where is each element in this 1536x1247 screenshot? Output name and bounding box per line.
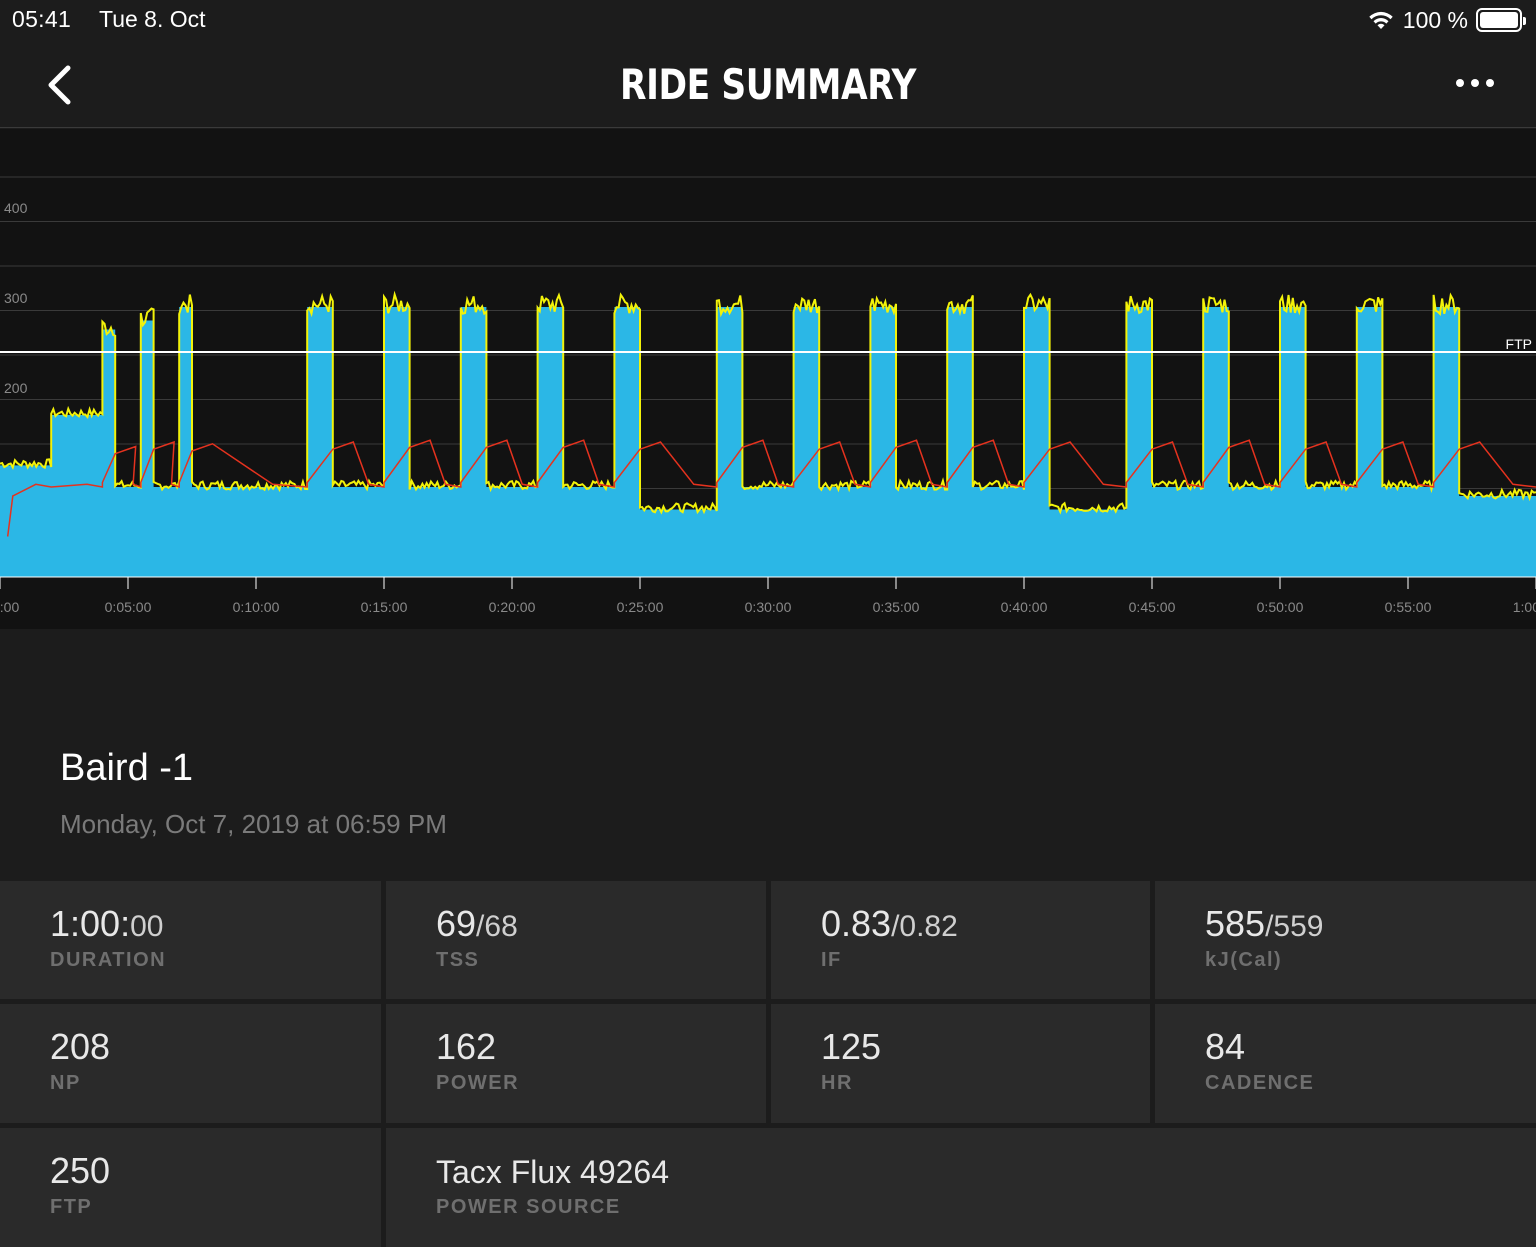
x-tick-label: 0:25:00: [617, 599, 664, 615]
stat-cadence: 84 CADENCE: [1155, 1004, 1536, 1123]
ride-date: Monday, Oct 7, 2019 at 06:59 PM: [60, 809, 447, 839]
status-date: Tue 8. Oct: [99, 6, 206, 32]
stat-value: 0.83/0.82: [821, 903, 958, 944]
status-bar: 05:41 Tue 8. Oct 100 %: [0, 0, 1536, 44]
y-tick-label: 400: [4, 200, 28, 216]
stat-label: IF: [821, 949, 842, 971]
stat-label: POWER SOURCE: [436, 1196, 621, 1218]
x-tick-label: 0:40:00: [1001, 599, 1048, 615]
stat-label: NP: [50, 1072, 81, 1094]
stat-value: 1:00:00: [50, 903, 164, 944]
stat-kj: 585/559 kJ(Cal): [1155, 881, 1536, 999]
stat-tss: 69/68 TSS: [386, 881, 766, 999]
navigation-bar: RIDE SUMMARY: [0, 44, 1536, 128]
x-tick-label: 1:00: [1513, 599, 1536, 615]
stat-value: 208: [50, 1026, 111, 1067]
ride-name: Baird -1: [60, 747, 194, 789]
ftp-label: FTP: [1506, 336, 1532, 352]
stat-label: POWER: [436, 1072, 520, 1094]
stat-label: HR: [821, 1072, 853, 1094]
stat-if: 0.83/0.82 IF: [771, 881, 1150, 999]
x-tick-label: 0:50:00: [1257, 599, 1304, 615]
more-options-button[interactable]: [1452, 68, 1498, 98]
battery-icon: [1476, 8, 1526, 32]
stat-label: FTP: [50, 1196, 93, 1218]
x-tick-label: 0:35:00: [873, 599, 920, 615]
y-tick-label: 200: [4, 380, 28, 396]
status-indicators: 100 %: [1367, 6, 1526, 34]
heart-rate-line: [6, 439, 1536, 537]
back-button[interactable]: [38, 62, 84, 108]
stat-ftp: 250 FTP: [0, 1128, 381, 1247]
status-time: 05:41: [12, 6, 72, 32]
x-tick-label: 0:10:00: [233, 599, 280, 615]
stat-value: 125: [821, 1026, 882, 1067]
wifi-icon: [1369, 11, 1393, 29]
stat-np: 208 NP: [0, 1004, 381, 1123]
ellipsis-icon: [1456, 79, 1464, 87]
x-tick-label: 0:45:00: [1129, 599, 1176, 615]
stat-duration: 1:00:00 DURATION: [0, 881, 381, 999]
stat-hr: 125 HR: [771, 1004, 1150, 1123]
x-tick-label: 0:05:00: [105, 599, 152, 615]
x-tick-label: 0:20:00: [489, 599, 536, 615]
page-title: RIDE SUMMARY: [619, 60, 917, 109]
stat-label: kJ(Cal): [1205, 949, 1283, 971]
x-tick-label: 0:55:00: [1385, 599, 1432, 615]
stat-label: DURATION: [50, 949, 167, 971]
x-tick-label: 0:30:00: [745, 599, 792, 615]
chevron-left-icon: [48, 65, 71, 105]
stat-label: TSS: [436, 949, 480, 971]
stat-power-source: Tacx Flux 49264 POWER SOURCE: [386, 1128, 1536, 1247]
power-chart-svg: FTP 200 300 400 0:00 0:05:00 0:10:00 0:15:00 0:2…: [0, 176, 1536, 615]
stat-power: 162 POWER: [386, 1004, 766, 1123]
stat-value: 250: [50, 1150, 111, 1191]
ride-info: Baird -1 Monday, Oct 7, 2019 at 06:59 PM: [0, 629, 1536, 881]
stat-value: Tacx Flux 49264: [436, 1154, 670, 1190]
x-tick-label: 0:15:00: [361, 599, 408, 615]
ride-chart[interactable]: FTP 200 300 400 0:00 0:05:00 0:10:00 0:15:00 0:2…: [0, 129, 1536, 629]
x-tick-label: 0:00: [0, 599, 19, 615]
battery-percent: 100 %: [1402, 6, 1468, 33]
y-tick-label: 300: [4, 290, 28, 306]
stat-value: 84: [1205, 1026, 1246, 1067]
stat-value: 162: [436, 1026, 497, 1067]
stat-label: CADENCE: [1205, 1072, 1315, 1094]
stat-value: 585/559: [1205, 903, 1324, 944]
stats-grid: 1:00:00 DURATION 69/68 TSS 0.83/0.82 IF …: [0, 881, 1536, 1247]
power-line: [0, 290, 1536, 515]
stat-value: 69/68: [436, 903, 518, 944]
